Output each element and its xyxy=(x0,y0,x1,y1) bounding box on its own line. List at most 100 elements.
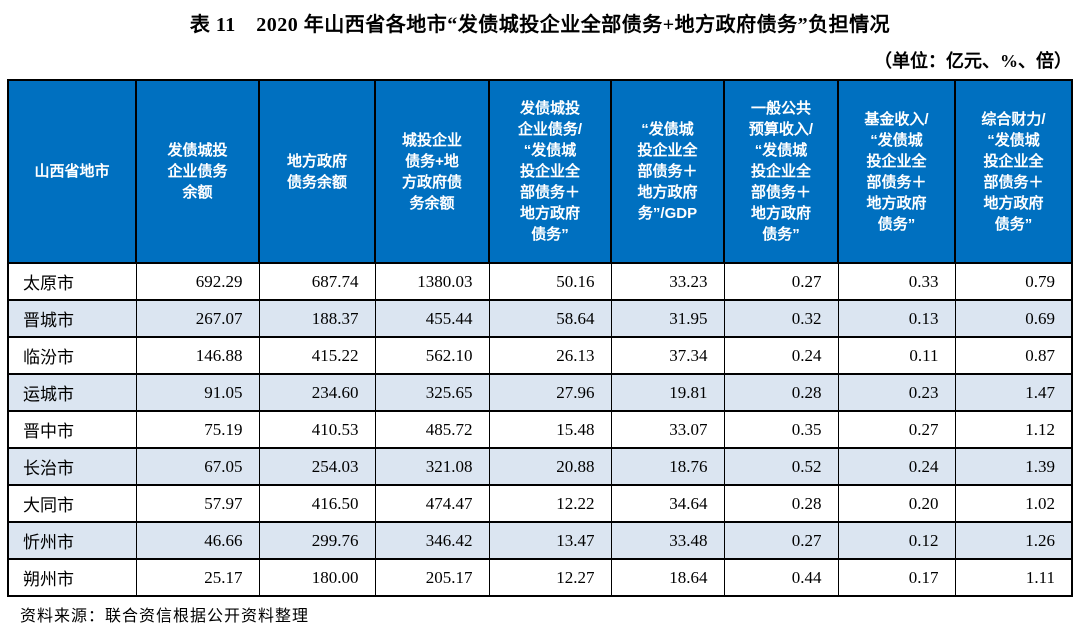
value-cell: 188.37 xyxy=(258,299,376,338)
debt-burden-table: 山西省地市 发债城投 企业债务 余额 地方政府 债务余额 城投企业 债务+地 方政府债… xyxy=(7,79,1073,597)
value-cell: 31.95 xyxy=(610,299,725,338)
column-header-8: 基金收入/ “发债城 投企业全 部债务＋ 地方政府 债务” xyxy=(837,79,956,264)
value-cell: 474.47 xyxy=(374,484,490,523)
city-name-cell: 忻州市 xyxy=(7,521,137,560)
value-cell: 0.32 xyxy=(723,299,839,338)
value-cell: 0.79 xyxy=(954,262,1073,301)
value-cell: 485.72 xyxy=(374,410,490,449)
value-cell: 33.23 xyxy=(610,262,725,301)
value-cell: 0.33 xyxy=(837,262,956,301)
value-cell: 1380.03 xyxy=(374,262,490,301)
column-header-4: 城投企业 债务+地 方政府债 务余额 xyxy=(374,79,490,264)
table-header-row: 山西省地市 发债城投 企业债务 余额 地方政府 债务余额 城投企业 债务+地 方政府债… xyxy=(7,79,1073,264)
value-cell: 37.34 xyxy=(610,336,725,375)
value-cell: 267.07 xyxy=(135,299,260,338)
city-name-cell: 长治市 xyxy=(7,447,137,486)
value-cell: 0.11 xyxy=(837,336,956,375)
value-cell: 416.50 xyxy=(258,484,376,523)
value-cell: 0.44 xyxy=(723,558,839,597)
value-cell: 1.47 xyxy=(954,373,1073,412)
value-cell: 57.97 xyxy=(135,484,260,523)
city-name-cell: 晋城市 xyxy=(7,299,137,338)
value-cell: 1.11 xyxy=(954,558,1073,597)
city-name-cell: 运城市 xyxy=(7,373,137,412)
column-header-5: 发债城投 企业债务/ “发债城 投企业全 部债务＋ 地方政府 债务” xyxy=(488,79,612,264)
value-cell: 12.27 xyxy=(488,558,612,597)
value-cell: 67.05 xyxy=(135,447,260,486)
value-cell: 0.24 xyxy=(723,336,839,375)
table-row: 太原市 692.29 687.74 1380.03 50.16 33.23 0.27 0.33… xyxy=(7,262,1073,301)
table-row: 运城市 91.05 234.60 325.65 27.96 19.81 0.28 0.23 1.… xyxy=(7,373,1073,412)
value-cell: 18.64 xyxy=(610,558,725,597)
value-cell: 415.22 xyxy=(258,336,376,375)
city-name-cell: 朔州市 xyxy=(7,558,137,597)
city-name-cell: 临汾市 xyxy=(7,336,137,375)
column-header-7: 一般公共 预算收入/ “发债城 投企业全 部债务＋ 地方政府 债务” xyxy=(723,79,839,264)
table-row: 临汾市 146.88 415.22 562.10 26.13 37.34 0.24 0.11 0… xyxy=(7,336,1073,375)
column-header-2: 发债城投 企业债务 余额 xyxy=(135,79,260,264)
column-header-6: “发债城 投企业全 部债务＋ 地方政府 务”/GDP xyxy=(610,79,725,264)
value-cell: 455.44 xyxy=(374,299,490,338)
value-cell: 0.27 xyxy=(723,262,839,301)
value-cell: 0.87 xyxy=(954,336,1073,375)
column-header-3: 地方政府 债务余额 xyxy=(258,79,376,264)
value-cell: 91.05 xyxy=(135,373,260,412)
value-cell: 25.17 xyxy=(135,558,260,597)
value-cell: 18.76 xyxy=(610,447,725,486)
value-cell: 0.24 xyxy=(837,447,956,486)
value-cell: 254.03 xyxy=(258,447,376,486)
value-cell: 46.66 xyxy=(135,521,260,560)
table-body: 太原市 692.29 687.74 1380.03 50.16 33.23 0.27 0.33… xyxy=(7,262,1073,597)
table-row: 晋城市 267.07 188.37 455.44 58.64 31.95 0.32 0.13 0… xyxy=(7,299,1073,338)
value-cell: 0.20 xyxy=(837,484,956,523)
city-name-cell: 太原市 xyxy=(7,262,137,301)
value-cell: 0.17 xyxy=(837,558,956,597)
value-cell: 0.27 xyxy=(723,521,839,560)
source-note: 资料来源：联合资信根据公开资料整理 xyxy=(20,608,310,625)
table-row: 忻州市 46.66 299.76 346.42 13.47 33.48 0.27 0.12 1.… xyxy=(7,521,1073,560)
value-cell: 34.64 xyxy=(610,484,725,523)
value-cell: 0.12 xyxy=(837,521,956,560)
value-cell: 58.64 xyxy=(488,299,612,338)
value-cell: 27.96 xyxy=(488,373,612,412)
value-cell: 0.23 xyxy=(837,373,956,412)
value-cell: 20.88 xyxy=(488,447,612,486)
value-cell: 1.12 xyxy=(954,410,1073,449)
value-cell: 687.74 xyxy=(258,262,376,301)
unit-note: （单位：亿元、%、倍） xyxy=(874,51,1072,71)
table-head: 山西省地市 发债城投 企业债务 余额 地方政府 债务余额 城投企业 债务+地 方政府债… xyxy=(7,79,1073,264)
value-cell: 180.00 xyxy=(258,558,376,597)
value-cell: 0.13 xyxy=(837,299,956,338)
value-cell: 15.48 xyxy=(488,410,612,449)
value-cell: 562.10 xyxy=(374,336,490,375)
value-cell: 50.16 xyxy=(488,262,612,301)
table-row: 朔州市 25.17 180.00 205.17 12.27 18.64 0.44 0.17 1.… xyxy=(7,558,1073,597)
value-cell: 13.47 xyxy=(488,521,612,560)
column-header-9: 综合财力/ “发债城 投企业全 部债务＋ 地方政府 债务” xyxy=(954,79,1073,264)
value-cell: 0.27 xyxy=(837,410,956,449)
value-cell: 1.26 xyxy=(954,521,1073,560)
value-cell: 33.48 xyxy=(610,521,725,560)
value-cell: 26.13 xyxy=(488,336,612,375)
value-cell: 75.19 xyxy=(135,410,260,449)
table-row: 大同市 57.97 416.50 474.47 12.22 34.64 0.28 0.20 1.… xyxy=(7,484,1073,523)
value-cell: 321.08 xyxy=(374,447,490,486)
value-cell: 692.29 xyxy=(135,262,260,301)
value-cell: 0.52 xyxy=(723,447,839,486)
table-row: 晋中市 75.19 410.53 485.72 15.48 33.07 0.35 0.27 1.… xyxy=(7,410,1073,449)
column-header-1: 山西省地市 xyxy=(7,79,137,264)
value-cell: 0.28 xyxy=(723,484,839,523)
city-name-cell: 大同市 xyxy=(7,484,137,523)
value-cell: 0.69 xyxy=(954,299,1073,338)
value-cell: 146.88 xyxy=(135,336,260,375)
value-cell: 299.76 xyxy=(258,521,376,560)
page-title: 表 11 2020 年山西省各地市“发债城投企业全部债务+地方政府债务”负担情况 xyxy=(189,14,891,36)
city-name-cell: 晋中市 xyxy=(7,410,137,449)
value-cell: 346.42 xyxy=(374,521,490,560)
value-cell: 33.07 xyxy=(610,410,725,449)
table-row: 长治市 67.05 254.03 321.08 20.88 18.76 0.52 0.24 1.… xyxy=(7,447,1073,486)
value-cell: 19.81 xyxy=(610,373,725,412)
value-cell: 205.17 xyxy=(374,558,490,597)
value-cell: 0.35 xyxy=(723,410,839,449)
value-cell: 234.60 xyxy=(258,373,376,412)
